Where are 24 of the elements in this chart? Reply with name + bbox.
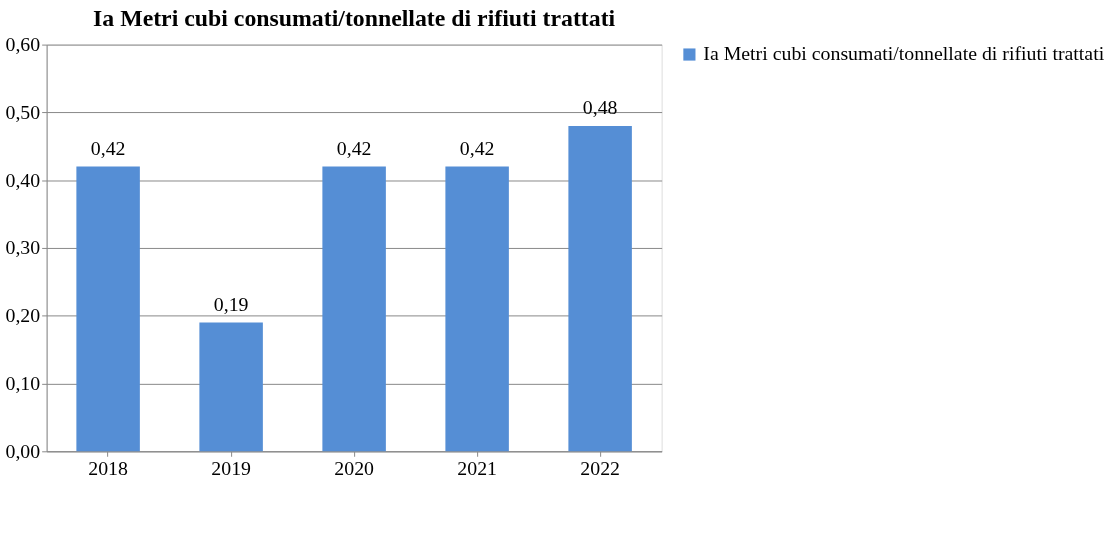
y-tick-label: 0,20 xyxy=(5,304,41,327)
bar xyxy=(445,166,509,452)
data-label: 0,42 xyxy=(459,136,495,159)
x-tick-label: 2022 xyxy=(580,456,620,479)
bar xyxy=(199,322,263,452)
chart-title: Ia Metri cubi consumati/tonnellate di rifiuti trattati xyxy=(93,4,616,31)
y-tick-label: 0,10 xyxy=(5,371,41,394)
bar xyxy=(76,166,140,452)
x-tick-label: 2019 xyxy=(211,456,252,479)
y-tick-label: 0,50 xyxy=(5,100,41,123)
x-tick-label: 2021 xyxy=(457,456,497,479)
x-tick-label: 2018 xyxy=(88,456,129,479)
y-tick-label: 0,60 xyxy=(5,33,41,56)
data-label: 0,19 xyxy=(213,292,249,315)
data-label: 0,42 xyxy=(90,136,126,159)
y-tick-label: 0,30 xyxy=(5,236,41,259)
data-label: 0,42 xyxy=(336,136,372,159)
y-tick-label: 0,40 xyxy=(5,168,41,191)
bar xyxy=(568,125,632,452)
legend-label: Ia Metri cubi consumati/tonnellate di rifiuti trattati xyxy=(703,42,1105,65)
x-tick-label: 2020 xyxy=(334,456,375,479)
data-label: 0,48 xyxy=(582,96,618,119)
y-tick-label: 0,00 xyxy=(5,439,41,462)
bar xyxy=(322,166,386,452)
